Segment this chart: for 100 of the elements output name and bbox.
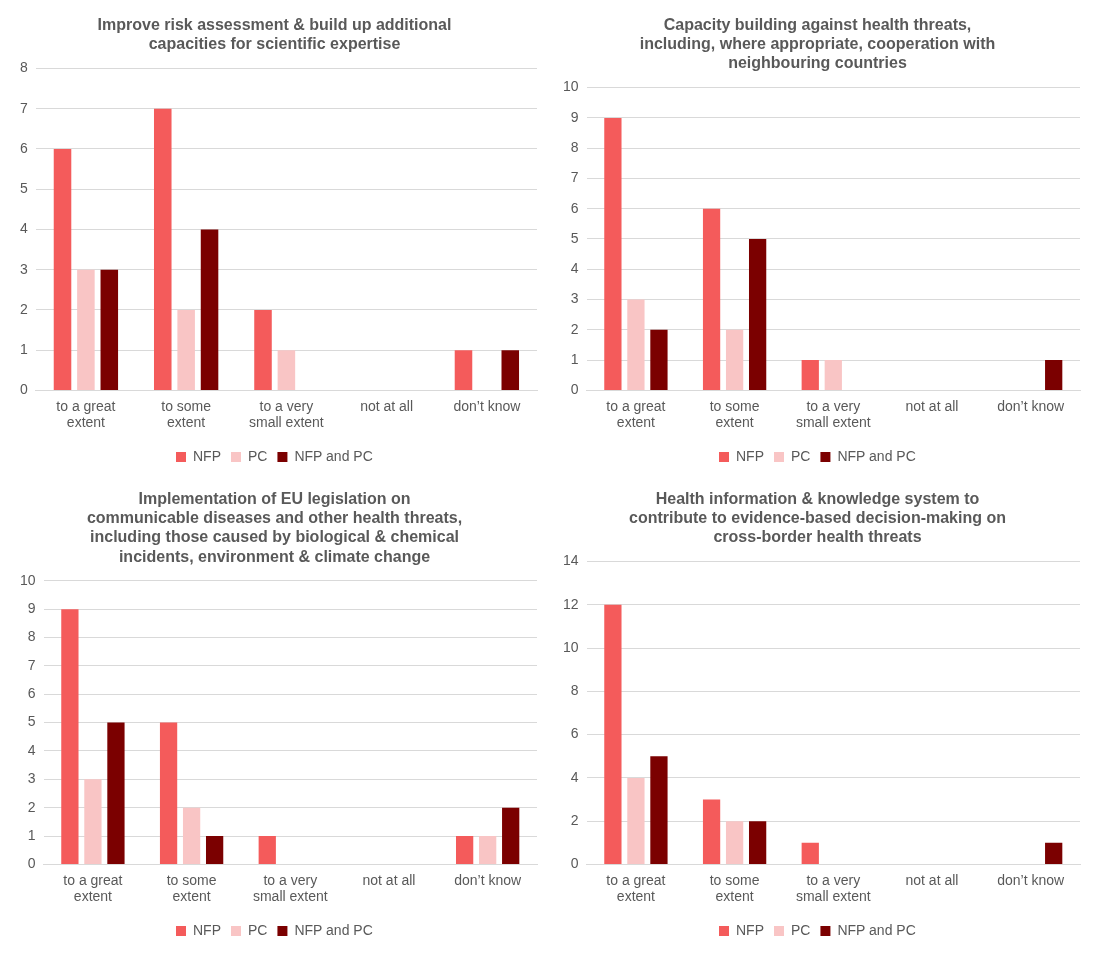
x-tick-label: to some extent xyxy=(161,397,212,431)
bar xyxy=(650,329,668,390)
chart-title: Health information & knowledge system to contribute to evidence-based decision-making on cross-border health threats xyxy=(629,490,1006,546)
x-tick-label: don’t know xyxy=(454,871,523,888)
x-tick-label: to some extent xyxy=(166,871,217,905)
bar xyxy=(748,239,767,390)
legend-label: NFP and PC xyxy=(294,921,373,938)
y-tick-label: 3 xyxy=(27,770,36,787)
bar xyxy=(454,350,473,390)
bar xyxy=(107,722,125,864)
legend-label: NFP xyxy=(735,921,764,938)
bar xyxy=(1045,842,1063,864)
y-tick-label: 6 xyxy=(27,685,36,702)
legend-label: NFP xyxy=(735,447,764,464)
bar xyxy=(748,821,767,864)
bar xyxy=(702,799,721,864)
x-tick-label: to a very small extent xyxy=(795,397,871,431)
bar xyxy=(801,842,819,864)
y-tick-label: 0 xyxy=(570,381,579,398)
y-tick-label: 14 xyxy=(562,552,579,569)
bar xyxy=(604,604,622,864)
y-tick-label: 8 xyxy=(570,682,579,699)
y-tick-label: 8 xyxy=(27,628,36,645)
y-tick-label: 7 xyxy=(27,656,36,673)
legend-label: PC xyxy=(247,447,268,464)
y-tick-label: 1 xyxy=(27,826,36,843)
bar xyxy=(77,269,95,390)
bar xyxy=(702,208,721,390)
legend-label: PC xyxy=(790,447,811,464)
y-tick-label: 2 xyxy=(19,300,28,317)
x-tick-label: to a very small extent xyxy=(252,871,328,905)
y-tick-label: 8 xyxy=(570,139,579,156)
y-tick-label: 4 xyxy=(570,260,579,277)
chart-title: Implementation of EU legislation on communicable diseases and other health threats, including those caused by biological & chemical incidents, environment & climate change xyxy=(86,490,463,565)
y-tick-label: 9 xyxy=(570,108,579,125)
y-tick-label: 4 xyxy=(27,741,36,758)
bar xyxy=(725,329,744,390)
bar xyxy=(205,836,224,864)
legend-label: PC xyxy=(247,921,268,938)
y-tick-label: 1 xyxy=(19,341,28,358)
bar xyxy=(177,309,195,390)
bar xyxy=(84,779,102,864)
y-tick-label: 10 xyxy=(19,571,36,588)
bar xyxy=(277,350,296,390)
y-tick-label: 8 xyxy=(19,59,28,76)
legend-label: NFP and PC xyxy=(294,447,373,464)
y-tick-label: 1 xyxy=(570,350,579,367)
y-tick-label: 5 xyxy=(570,229,579,246)
bar xyxy=(479,836,497,864)
bar xyxy=(254,309,272,390)
bar xyxy=(456,836,474,864)
bar xyxy=(604,117,622,390)
y-tick-label: 2 xyxy=(570,812,579,828)
y-tick-label: 0 xyxy=(19,381,28,398)
y-tick-label: 10 xyxy=(562,638,579,655)
y-tick-label: 7 xyxy=(570,169,579,186)
y-tick-label: 4 xyxy=(570,768,579,785)
bar xyxy=(725,821,744,864)
bar xyxy=(53,148,72,390)
chart-title: Improve risk assessment & build up additional capacities for scientific expertise xyxy=(97,16,452,53)
x-tick-label: don’t know xyxy=(997,397,1066,414)
x-tick-label: don’t know xyxy=(453,397,522,414)
bar xyxy=(627,299,645,390)
x-tick-label: to a great extent xyxy=(606,397,666,431)
bar xyxy=(159,722,178,864)
legend-label: PC xyxy=(790,921,811,938)
x-tick-label: to some extent xyxy=(709,871,760,905)
bar xyxy=(501,350,520,390)
bar xyxy=(61,609,79,864)
x-tick-label: to a very small extent xyxy=(249,397,324,431)
x-tick-label: to some extent xyxy=(709,397,760,431)
x-tick-label: to a great extent xyxy=(606,871,666,905)
bar xyxy=(650,756,668,864)
legend-label: NFP and PC xyxy=(837,921,916,938)
y-tick-label: 3 xyxy=(570,290,579,307)
bar xyxy=(100,269,119,390)
y-tick-label: 2 xyxy=(570,320,579,337)
x-tick-label: not at all xyxy=(362,871,416,888)
y-tick-label: 9 xyxy=(27,600,36,617)
bar xyxy=(627,777,645,864)
bar xyxy=(200,229,219,390)
y-tick-label: 0 xyxy=(570,855,579,872)
x-tick-label: to a great extent xyxy=(63,871,123,905)
bar xyxy=(824,360,842,390)
x-tick-label: not at all xyxy=(905,397,959,414)
y-tick-label: 6 xyxy=(19,139,28,156)
x-tick-label: don’t know xyxy=(997,871,1066,888)
x-tick-label: not at all xyxy=(905,871,959,888)
y-tick-label: 5 xyxy=(19,180,28,197)
y-tick-label: 10 xyxy=(562,78,579,95)
y-tick-label: 2 xyxy=(27,798,36,815)
y-tick-label: 3 xyxy=(19,260,28,277)
bar xyxy=(502,807,520,864)
bar xyxy=(153,108,172,390)
legend-label: NFP and PC xyxy=(837,447,916,464)
y-tick-label: 5 xyxy=(27,713,36,730)
legend-label: NFP xyxy=(192,447,221,464)
bar xyxy=(182,807,201,864)
y-tick-label: 0 xyxy=(27,855,36,872)
x-tick-label: to a very small extent xyxy=(795,871,871,905)
